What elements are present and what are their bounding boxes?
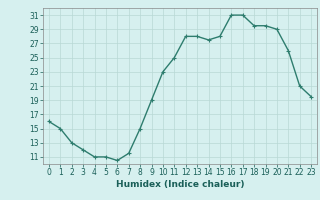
X-axis label: Humidex (Indice chaleur): Humidex (Indice chaleur) <box>116 180 244 189</box>
